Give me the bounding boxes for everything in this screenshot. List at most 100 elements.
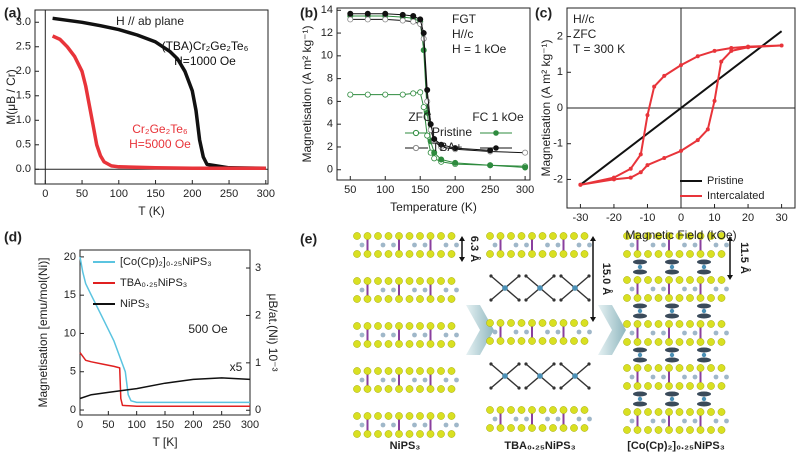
atom xyxy=(633,232,642,240)
atom xyxy=(395,295,403,303)
marker xyxy=(638,152,643,157)
marker xyxy=(487,162,494,169)
atom xyxy=(707,320,715,328)
atom xyxy=(682,242,687,248)
atom xyxy=(576,242,582,248)
y-tick-label: 0 xyxy=(70,404,76,416)
x-tick-label: -20 xyxy=(606,212,622,224)
atom xyxy=(644,408,652,416)
x-tick-label: 300 xyxy=(241,419,259,431)
atom xyxy=(496,424,505,432)
atom xyxy=(724,286,729,292)
marker xyxy=(364,16,371,23)
atom xyxy=(559,386,563,390)
legend-swatch xyxy=(412,144,420,152)
legend-label: TBA+ xyxy=(432,140,462,154)
y2-axis-label: μB/at.(Ni) 10⁻³ xyxy=(266,294,280,372)
annotation: H//c xyxy=(573,12,594,26)
x-tick-label: -30 xyxy=(572,212,588,224)
atom xyxy=(724,418,729,424)
legend-label: Pristine xyxy=(707,175,744,187)
atom xyxy=(405,412,414,420)
marker xyxy=(662,156,667,160)
atom xyxy=(552,274,556,278)
legend-header: ZFC xyxy=(408,110,432,124)
marker xyxy=(424,87,431,94)
atom xyxy=(486,337,494,345)
atom xyxy=(528,406,536,414)
atom xyxy=(665,294,673,302)
atom xyxy=(669,396,675,402)
atom xyxy=(692,374,698,380)
x-tick-label: 0 xyxy=(77,419,83,431)
atom xyxy=(363,295,372,303)
atom xyxy=(665,250,673,258)
marker xyxy=(382,10,389,17)
atom xyxy=(426,322,435,330)
atom xyxy=(496,232,505,240)
atom xyxy=(380,422,386,428)
atom xyxy=(416,250,424,258)
arrow-head xyxy=(590,317,596,322)
atom xyxy=(644,320,652,328)
arrow xyxy=(466,305,494,355)
atom xyxy=(507,232,515,240)
atom xyxy=(374,385,382,393)
atom xyxy=(384,322,393,330)
atom xyxy=(447,412,456,420)
atom xyxy=(686,294,694,302)
marker xyxy=(399,17,406,24)
atom xyxy=(623,320,631,328)
panel-label: (c) xyxy=(535,5,552,21)
atom xyxy=(665,426,673,434)
atom xyxy=(692,330,698,336)
legend-swatch xyxy=(493,130,499,136)
atom xyxy=(416,430,424,438)
chain xyxy=(504,275,520,289)
atom xyxy=(437,367,445,375)
atom xyxy=(717,294,726,302)
legend-swatch xyxy=(412,129,420,137)
chain xyxy=(504,363,520,377)
atom xyxy=(395,385,403,393)
spacing-label: 15.0 Å xyxy=(600,263,613,295)
atom xyxy=(507,250,515,258)
atom xyxy=(353,367,361,375)
marker xyxy=(399,91,406,98)
atom xyxy=(517,337,526,345)
atom xyxy=(707,276,715,284)
atom xyxy=(692,242,698,248)
marker xyxy=(522,149,529,156)
atom xyxy=(524,274,528,278)
atom xyxy=(443,287,449,293)
atom xyxy=(654,276,663,284)
x-tick-label: 100 xyxy=(376,184,394,196)
y2-tick-label: 2 xyxy=(255,309,261,321)
atom xyxy=(524,416,529,422)
x-tick-label: 50 xyxy=(102,419,114,431)
atom xyxy=(633,364,642,372)
chain xyxy=(574,275,590,289)
atom xyxy=(374,367,382,375)
atom xyxy=(570,424,578,432)
chain xyxy=(490,363,506,377)
atom xyxy=(675,294,684,302)
y-tick-label: -1 xyxy=(553,138,563,150)
atom xyxy=(572,373,578,379)
atom xyxy=(587,242,592,248)
atom xyxy=(654,426,663,434)
y-tick-label: 2 xyxy=(327,141,333,153)
marker xyxy=(645,163,650,168)
y-tick-label: 2.0 xyxy=(16,65,31,77)
atom xyxy=(384,430,393,438)
atom xyxy=(507,424,515,432)
marker xyxy=(417,16,424,23)
atom xyxy=(486,232,494,240)
atom xyxy=(669,352,675,358)
atom xyxy=(363,232,372,240)
atom xyxy=(559,319,568,327)
atom xyxy=(363,367,372,375)
atom xyxy=(661,418,666,424)
atom xyxy=(374,412,382,420)
chain xyxy=(539,375,555,389)
